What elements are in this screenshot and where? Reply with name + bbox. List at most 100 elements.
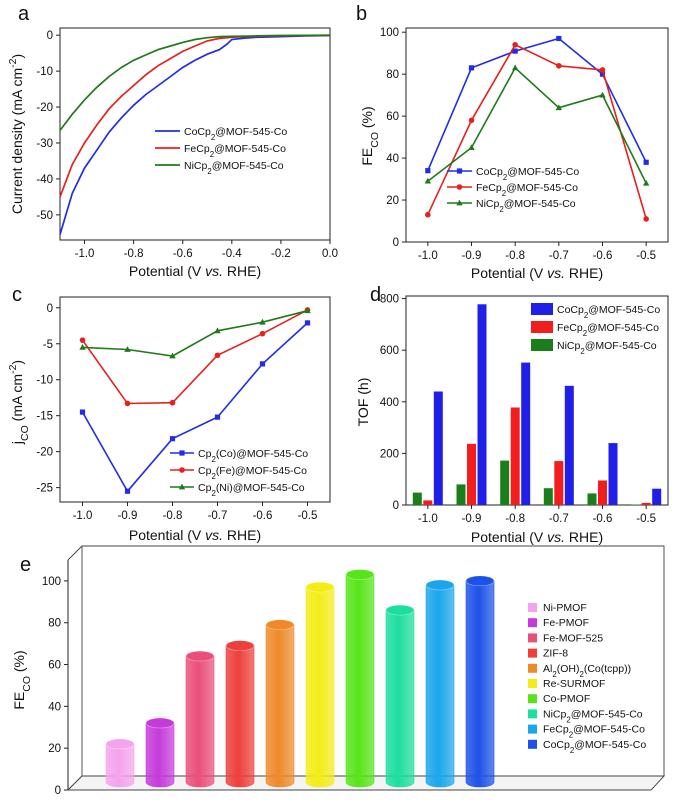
panel-e-ytick-label: 100 (42, 576, 61, 588)
panel-a-series-line (59, 34, 331, 131)
panel-b-legend-label: CoCp2@MOF-545-Co (476, 166, 579, 182)
panel-b-data-point (556, 62, 562, 69)
panel-label: a (18, 3, 30, 25)
panel-c-data-point (169, 352, 176, 359)
panel-b-xtick-label: -0.7 (549, 250, 569, 262)
panel-e-legend-label: NiCp2@MOF-545-Co (543, 708, 643, 724)
panel-c-data-point (214, 327, 221, 334)
panel-a-legend-label: FeCp2@MOF-545-Co (184, 143, 286, 159)
panel-b-data-point (425, 168, 431, 174)
panel-c-xtick-label: -0.6 (253, 510, 273, 522)
panel-a-legend-label: NiCp2@MOF-545-Co (184, 160, 284, 176)
panel-c-data-point (214, 352, 221, 359)
panel-b-data-point (468, 65, 475, 71)
panel-e-legend-swatch (528, 603, 537, 612)
panel-d-bar (554, 461, 564, 505)
panel-d-ytick-label: 200 (380, 448, 399, 460)
panel-b-data-point (468, 117, 475, 124)
panel-e-ytick-label: 40 (48, 701, 61, 713)
panel-e-legend-label: Ni-PMOF (543, 602, 587, 614)
panel-e-legend-label: Fe-PMOF (543, 617, 589, 629)
panel-a-ytick-label: -30 (36, 138, 53, 150)
panel-b-data-point (599, 91, 606, 98)
panel-b-data-point (468, 144, 475, 150)
panel-d-legend-swatch (531, 339, 553, 351)
panel-e-legend-label: Co-PMOF (543, 693, 590, 705)
panel-c-data-point (124, 346, 131, 352)
panel-b-xtick-label: -0.9 (462, 250, 482, 262)
panel-a-frame (59, 27, 331, 241)
panel-e-legend-label: Fe-MOF-525 (543, 632, 603, 644)
panel-e-cylinder-body (465, 580, 495, 788)
panel-e-cylinder-top (105, 738, 135, 750)
panel-a-xtick-label: -0.2 (271, 248, 291, 260)
panel-e-ylabel: FECO (%) (11, 650, 33, 709)
panel-c-xlabel: Potential (V vs. RHE) (129, 527, 261, 543)
panel-b-data-point (425, 211, 431, 218)
panel-a-xlabel: Potential (V vs. RHE) (129, 263, 261, 279)
panel-c-xtick-label: -0.9 (118, 510, 138, 522)
panel-d-xtick-label: -0.7 (549, 513, 569, 525)
panel-b-data-point (643, 159, 649, 165)
panel-e-cylinder-top (465, 575, 495, 587)
panel-d-xtick-label: -0.9 (462, 513, 482, 525)
panel-c-series-line (81, 309, 308, 405)
panel-b-data-point (512, 48, 518, 54)
panel-d-bar (564, 385, 574, 505)
panel-d-xtick-label: -1.0 (418, 513, 438, 525)
panel-e-cylinder-body (265, 624, 295, 788)
panel-c-legend-marker (178, 483, 186, 490)
panel-e-legend-swatch (528, 663, 537, 673)
panel-d-bar (641, 502, 651, 505)
panel-b-legend-label: NiCp2@MOF-545-Co (476, 198, 576, 214)
panel-e-back-wall (67, 545, 665, 777)
panel-e-legend-label: CoCp2@MOF-545-Co (543, 739, 646, 755)
panel-d-ytick-label: 800 (380, 294, 399, 306)
panel-c-data-point (79, 337, 86, 343)
panel-a-ytick-label: -50 (36, 210, 53, 222)
panel-b-series-line (427, 66, 647, 184)
panel-e-legend-swatch (528, 648, 537, 658)
panel-e-legend-swatch (528, 709, 537, 719)
panel-e-cylinder-top (425, 579, 455, 591)
panel-c-legend-marker (179, 467, 185, 473)
panel-e-legend-label: Al2(OH)2(Co(tcpp)) (543, 663, 631, 679)
panel-e-legend-label: FeCp2@MOF-545-Co (543, 724, 645, 740)
panel-c-data-point (259, 361, 266, 367)
panel-c-data-point (124, 400, 131, 407)
panel-e-cylinder-body (145, 722, 175, 788)
panel-d-bar (477, 304, 487, 505)
panel-d-bar (500, 460, 510, 505)
panel-b-legend-marker (456, 168, 463, 174)
panel-e-legend-swatch (528, 694, 537, 704)
panel-b-ytick-label: 20 (386, 195, 399, 207)
panel-d-xtick-label: -0.8 (505, 513, 525, 525)
panel-e-cylinder-body (345, 574, 375, 788)
panel-d-xtick-label: -0.5 (636, 513, 656, 525)
panel-c-xtick-label: -0.5 (298, 510, 318, 522)
panel-d-frame (405, 295, 669, 506)
panel-e-cylinder-top (385, 604, 415, 616)
panel-c-legend-label: Cp2(Co)@MOF-545-Co (198, 448, 308, 464)
panel-e-legend-swatch (528, 618, 537, 628)
panel-b-xlabel: Potential (V vs. RHE) (471, 265, 603, 281)
panel-e-cylinder-body (305, 586, 335, 788)
panel-a-ytick-label: -20 (36, 102, 53, 114)
panel-d-bar (467, 443, 476, 505)
panel-e-legend-swatch (528, 679, 537, 688)
panel-e-ytick-label: 60 (48, 660, 61, 672)
panel-d-bar (608, 443, 618, 505)
panel-c-data-point (79, 409, 86, 415)
panel-b-ytick-label: 40 (386, 153, 399, 165)
panel-d-bar (521, 362, 531, 505)
panel-c-data-point (214, 414, 221, 420)
panel-e-legend-label: Re-SURMOF (543, 678, 605, 690)
panel-e-cylinder-top (305, 581, 335, 593)
panel-d-bar (631, 504, 641, 505)
panel-c-xtick-label: -0.7 (208, 510, 228, 522)
panel-label: d (370, 284, 381, 306)
panel-b-data-point (599, 67, 606, 73)
panel-d-xtick-label: -0.6 (593, 513, 613, 525)
panel-e-cylinder-body (225, 645, 255, 788)
